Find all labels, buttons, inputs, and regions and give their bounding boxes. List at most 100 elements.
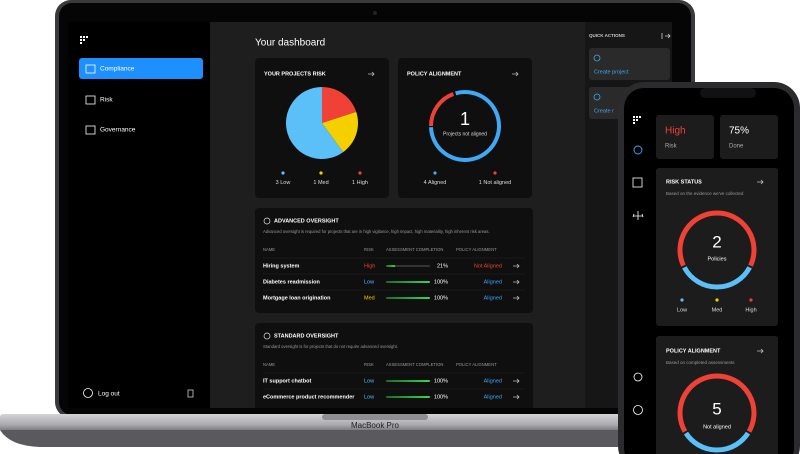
nav-icon: [85, 64, 96, 74]
nav-item[interactable]: Compliance: [100, 66, 135, 73]
card-title: POLICY ALIGNMENT: [666, 348, 721, 354]
logo-dot: [633, 122, 635, 124]
ring-value: 1: [460, 109, 470, 129]
legend-dot: [433, 171, 437, 175]
quick-action-label[interactable]: Create r: [594, 108, 614, 114]
nav-item[interactable]: Governance: [100, 127, 136, 134]
legend-label: 1 High: [352, 180, 368, 186]
arrow-icon[interactable]: [513, 263, 520, 269]
logo-dot: [636, 116, 638, 118]
ring-segment: [677, 373, 757, 433]
pie-slice: [322, 111, 359, 153]
alignment-status: Not Aligned: [474, 263, 502, 269]
progress-fill: [386, 396, 430, 398]
ring-value: 2: [712, 232, 721, 251]
quick-action-icon: [593, 93, 601, 101]
card-title: RISK STATUS: [666, 179, 702, 185]
profile-icon[interactable]: [633, 405, 643, 415]
nav-icon[interactable]: [632, 177, 643, 188]
risk-level: Low: [364, 378, 374, 384]
pie-slice: [322, 87, 357, 123]
completion-label: 100%: [434, 295, 448, 301]
summary-value: 75%: [729, 126, 749, 137]
card: [656, 168, 778, 326]
arrow-icon[interactable]: [757, 348, 764, 354]
logo-dot: [80, 36, 82, 38]
column-header: POLICY ALIGNMENT: [456, 247, 497, 252]
card-title: YOUR PROJECTS RISK: [264, 71, 326, 77]
progress-track: [386, 265, 430, 267]
logout-link[interactable]: Log out: [98, 391, 120, 398]
legend-count: 3: [276, 180, 279, 186]
risk-level: Med: [364, 295, 375, 301]
column-header: NAME: [263, 362, 275, 367]
nav-icon[interactable]: [633, 372, 643, 382]
arrow-icon[interactable]: [513, 394, 520, 400]
legend-count: 1: [479, 180, 482, 186]
screen-content: Compliance Risk Governance Log out Your dash…: [79, 33, 671, 408]
card-title: POLICY ALIGNMENT: [407, 71, 462, 77]
legend-label: High: [745, 307, 756, 313]
progress-fill: [386, 265, 396, 267]
quick-action-icon: [593, 54, 601, 62]
quick-action-card[interactable]: [589, 48, 670, 80]
section-icon: [263, 217, 271, 225]
quick-action-label[interactable]: Create project: [594, 69, 629, 75]
legend-label: 4 Aligned: [424, 180, 447, 186]
arrow-icon[interactable]: [513, 279, 520, 285]
legend-text: Aligned: [428, 180, 446, 186]
completion-label: 100%: [434, 394, 448, 400]
section-description: Standard oversight is for projects that …: [263, 344, 398, 349]
legend-dot: [749, 298, 753, 302]
ring-label: Projects not aligned: [443, 131, 487, 137]
legend-count: 1: [352, 180, 355, 186]
phone-notch: [700, 88, 756, 98]
nav-icon[interactable]: [633, 145, 643, 155]
summary-card: [720, 115, 778, 159]
logo-dot: [633, 116, 635, 118]
arrow-icon[interactable]: [368, 71, 375, 77]
arrow-icon[interactable]: [512, 71, 519, 77]
nav-item[interactable]: Risk: [100, 97, 113, 104]
completion-label: 100%: [434, 279, 448, 285]
column-header: ASSESSMENT COMPLETION: [386, 247, 443, 252]
summary-label: Done: [729, 144, 744, 150]
alignment-status: Aligned: [484, 279, 502, 285]
ring-segment: [683, 431, 751, 453]
trackpad-notch: [322, 414, 428, 420]
section-title: STANDARD OVERSIGHT: [274, 333, 339, 339]
risk-level: Low: [364, 394, 374, 400]
collapse-icon[interactable]: [187, 389, 194, 398]
completion-label: 21%: [437, 263, 448, 269]
legend-label: 1 Not aligned: [479, 180, 511, 186]
risk-level: High: [364, 263, 375, 269]
card: [656, 336, 778, 454]
project-name: eCommerce product recommender: [263, 394, 355, 400]
nav-icon: [85, 95, 96, 105]
ring-label: Not aligned: [703, 424, 731, 430]
nav-active-bg[interactable]: [79, 58, 203, 79]
panel-toggle-icon[interactable]: [661, 33, 671, 39]
legend-count: 4: [424, 180, 427, 186]
arrow-icon[interactable]: [757, 179, 764, 185]
legend-text: Med: [318, 180, 329, 186]
logout-icon: [83, 388, 93, 398]
alignment-status: Aligned: [484, 378, 502, 384]
project-name: IT support chatbot: [263, 378, 311, 384]
progress-fill: [386, 380, 430, 382]
nav-icon: [85, 125, 96, 135]
alignment-status: Aligned: [484, 394, 502, 400]
nav-icon[interactable]: [632, 211, 644, 220]
arrow-icon[interactable]: [513, 378, 520, 384]
alignment-status: Aligned: [484, 295, 502, 301]
legend-dot: [319, 171, 323, 175]
ring-segment: [677, 210, 757, 267]
legend-dot: [715, 298, 719, 302]
section-title: ADVANCED OVERSIGHT: [274, 218, 339, 224]
legend-count: 1: [313, 180, 316, 186]
legend-label: Med: [712, 307, 723, 313]
laptop-label: MacBook Pro: [351, 421, 400, 430]
arrow-icon[interactable]: [513, 295, 520, 301]
